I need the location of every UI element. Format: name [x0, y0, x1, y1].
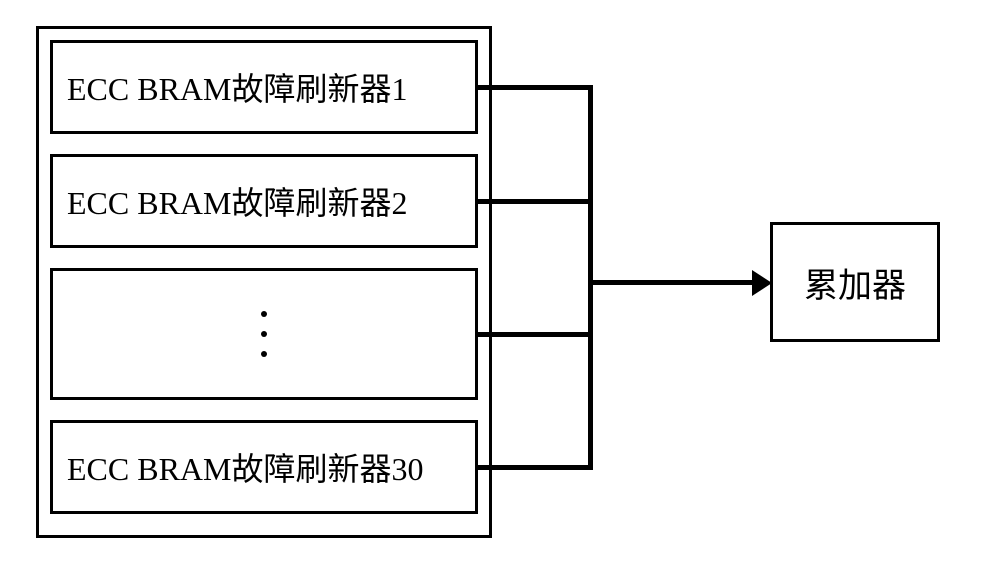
connector-stub [478, 199, 593, 204]
connector-stub [478, 465, 593, 470]
connector-stub [478, 85, 593, 90]
refresher-label: ECC BRAM故障刷新器30 [67, 444, 424, 490]
refresher-label: ECC BRAM故障刷新器1 [67, 64, 408, 110]
vertical-ellipsis-icon [261, 311, 267, 357]
refresher-cell-30: ECC BRAM故障刷新器30 [50, 420, 478, 514]
accumulator-label: 累加器 [804, 258, 906, 307]
diagram-canvas: ECC BRAM故障刷新器1 ECC BRAM故障刷新器2 ECC BRAM故障… [0, 0, 983, 563]
refresher-ellipsis-cell [50, 268, 478, 400]
accumulator-box: 累加器 [770, 222, 940, 342]
connector-stub [478, 332, 593, 337]
refresher-cell-2: ECC BRAM故障刷新器2 [50, 154, 478, 248]
connector-bus [588, 85, 593, 470]
arrow-right-icon [752, 270, 772, 296]
connector-arrow-shaft [590, 280, 756, 285]
refresher-label: ECC BRAM故障刷新器2 [67, 178, 408, 224]
refresher-cell-1: ECC BRAM故障刷新器1 [50, 40, 478, 134]
